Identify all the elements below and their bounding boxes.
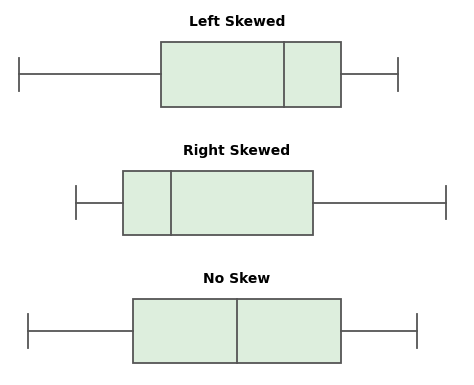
Bar — [133, 299, 341, 363]
Text: Left Skewed: Left Skewed — [189, 15, 285, 29]
Text: Right Skewed: Right Skewed — [183, 144, 291, 158]
Bar — [161, 42, 341, 107]
Bar — [123, 171, 313, 235]
Text: No Skew: No Skew — [203, 272, 271, 286]
